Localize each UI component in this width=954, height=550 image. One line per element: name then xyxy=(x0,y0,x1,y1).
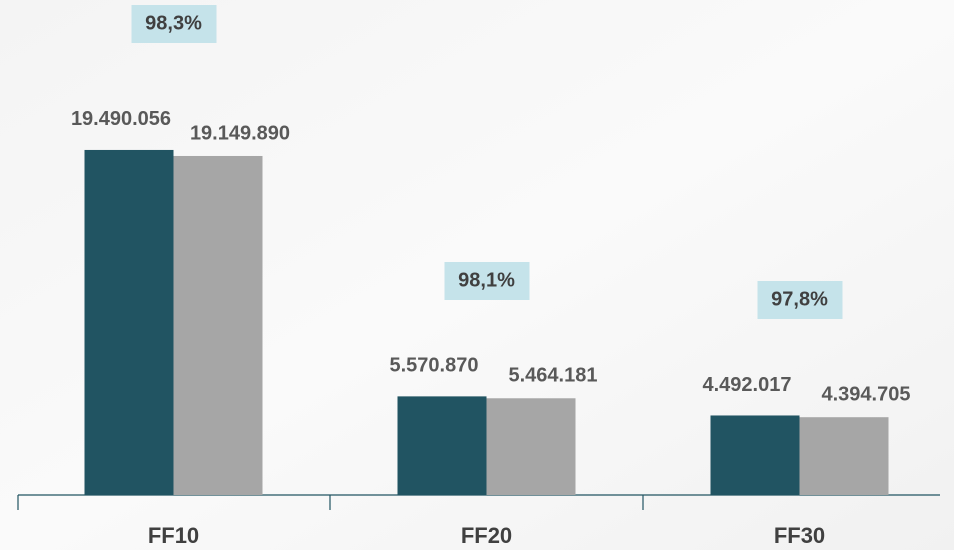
bar xyxy=(85,150,174,495)
annotation: 97,8% xyxy=(771,288,828,310)
bar xyxy=(800,417,889,495)
value-label: 19.490.056 xyxy=(71,108,171,130)
bar xyxy=(711,415,800,495)
bar xyxy=(487,398,576,495)
value-label: 5.570.870 xyxy=(390,355,479,377)
x-tick-label: FF30 xyxy=(774,523,825,548)
value-label: 19.149.890 xyxy=(190,122,290,144)
x-tick-label: FF20 xyxy=(461,523,512,548)
x-tick-label: FF10 xyxy=(148,523,199,548)
chart: FF10 19.490.056 19.149.890 98,3% FF20 5.570.8… xyxy=(0,0,954,550)
value-label: 5.464.181 xyxy=(509,365,598,387)
value-label: 4.394.705 xyxy=(822,383,911,405)
bar xyxy=(174,156,263,495)
annotation: 98,3% xyxy=(145,12,202,34)
value-label: 4.492.017 xyxy=(703,374,792,396)
page: FF10 19.490.056 19.149.890 98,3% FF20 5.570.8… xyxy=(0,0,954,550)
annotation: 98,1% xyxy=(458,269,515,291)
bar xyxy=(398,396,487,495)
